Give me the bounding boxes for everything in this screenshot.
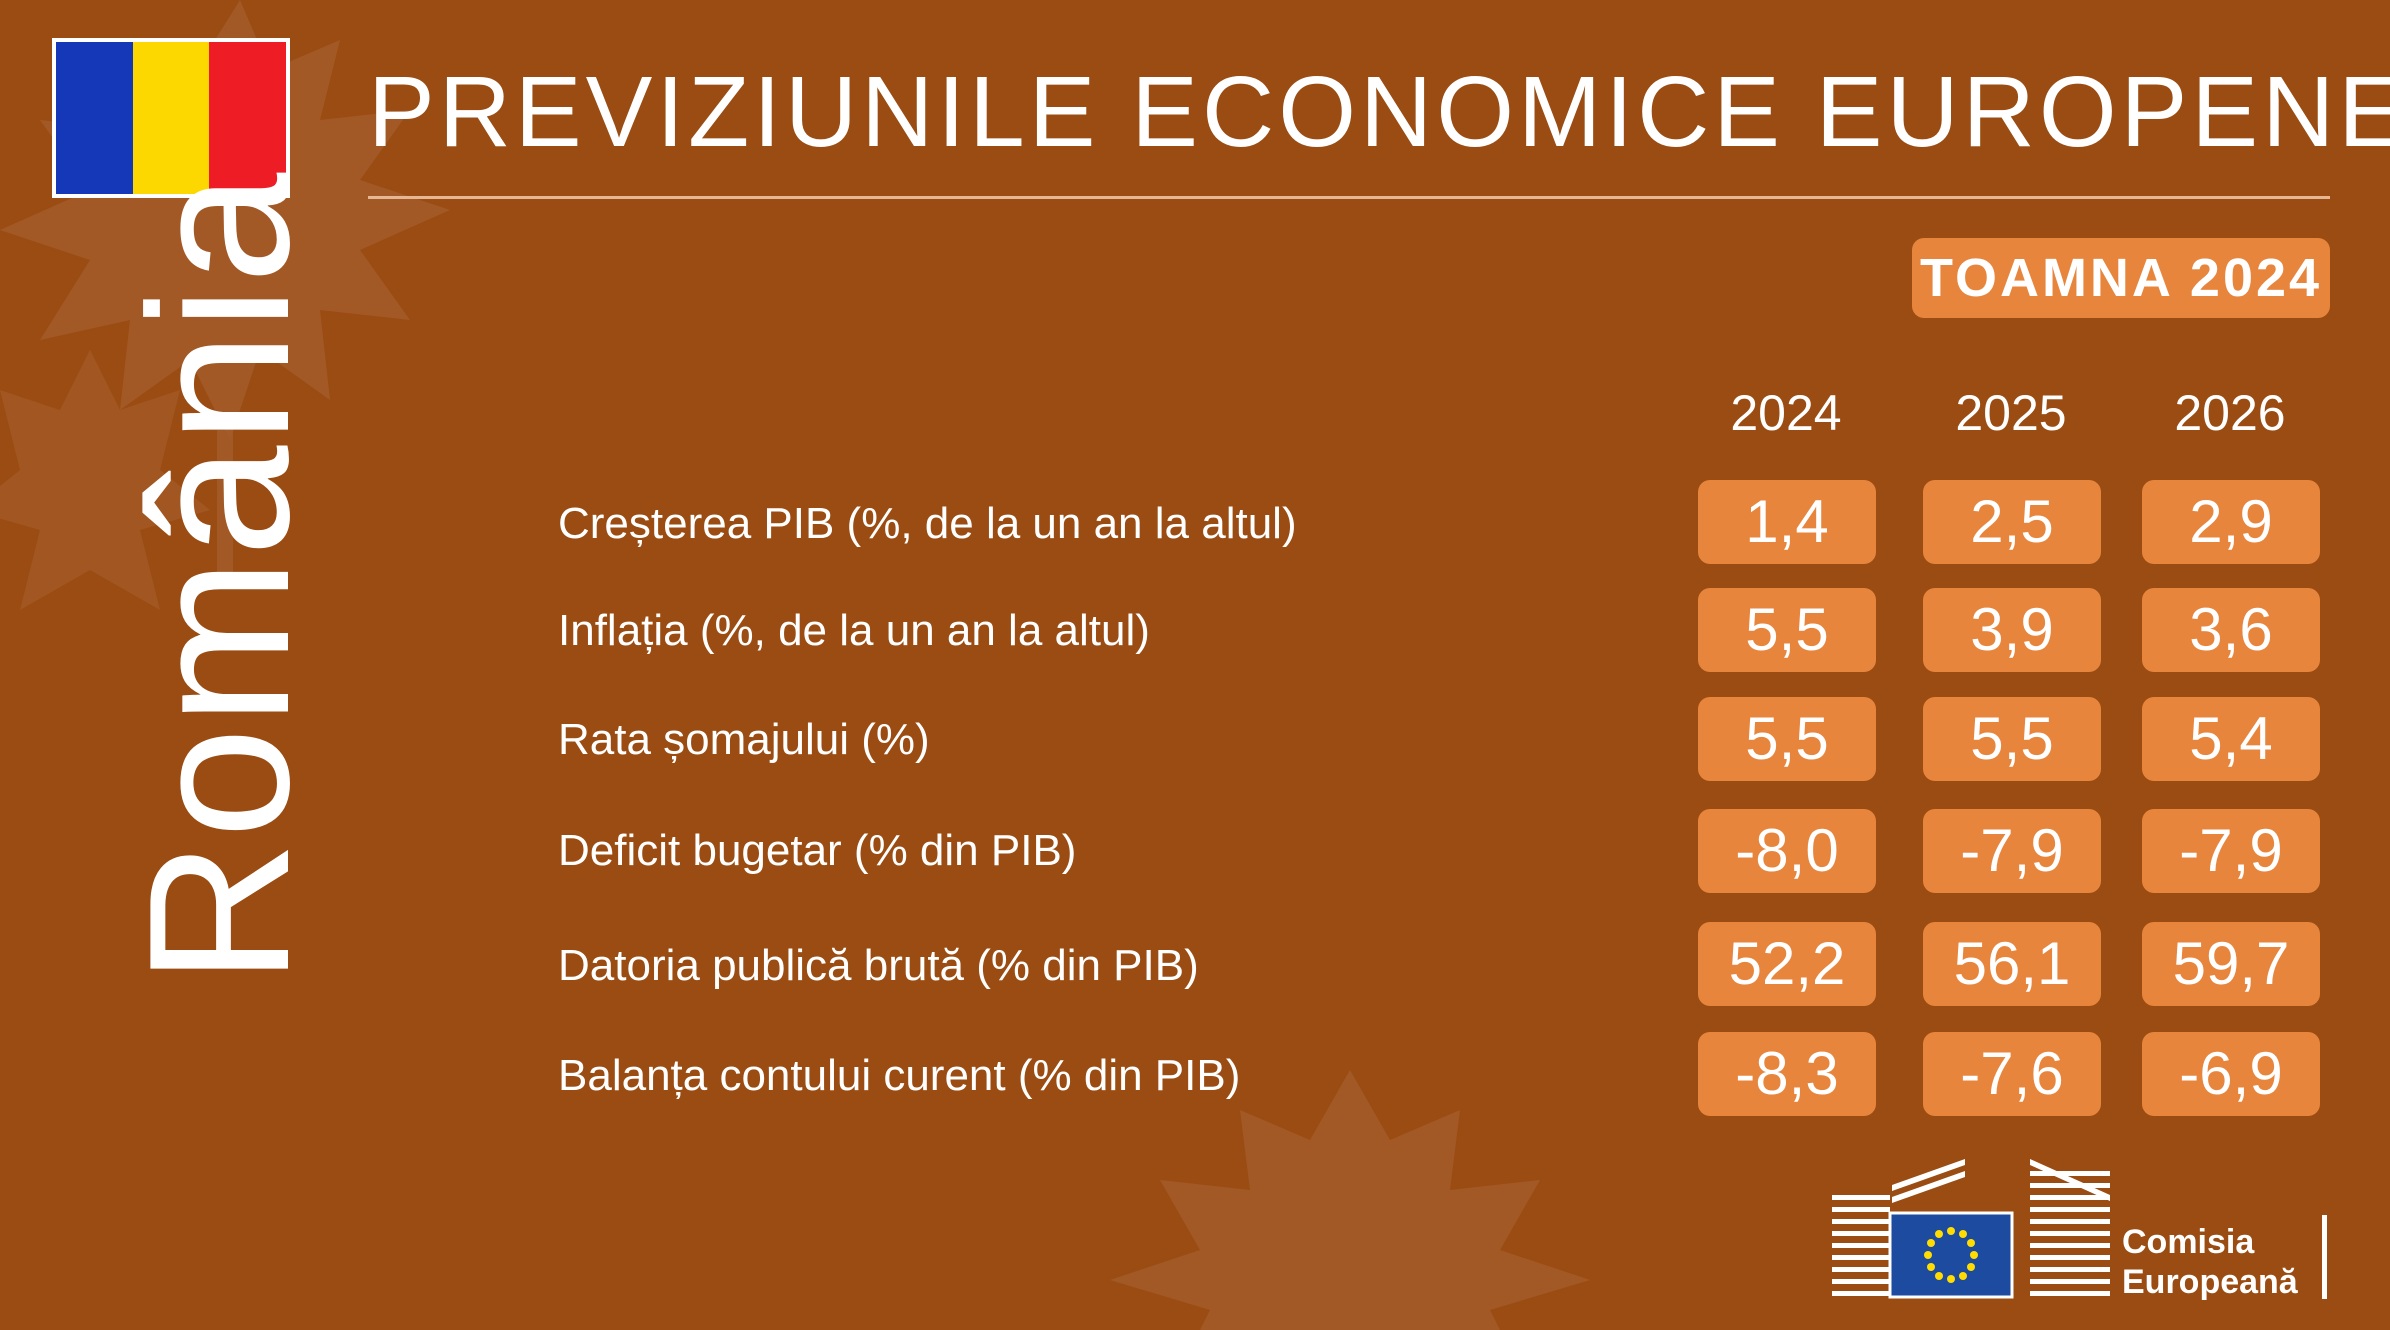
row-label-current-account: Balanța contului curent (% din PIB) xyxy=(558,1051,1241,1100)
value-cell: 52,2 xyxy=(1698,922,1876,1006)
european-commission-building-icon xyxy=(1832,1159,2110,1299)
logo-text-line2: Europeană xyxy=(2122,1263,2298,1301)
row-label-gdp-growth: Creșterea PIB (%, de la un an la altul) xyxy=(558,499,1297,548)
row-label-unemployment: Rata șomajului (%) xyxy=(558,715,930,764)
title-divider xyxy=(368,196,2330,199)
value-cell: 2,5 xyxy=(1923,480,2101,564)
value-cell: 5,5 xyxy=(1923,697,2101,781)
country-name: România xyxy=(108,170,331,985)
page-title: PREVIZIUNILE ECONOMICE EUROPENE xyxy=(368,56,2390,168)
row-label-inflation: Inflația (%, de la un an la altul) xyxy=(558,606,1150,655)
value-cell: 5,4 xyxy=(2142,697,2320,781)
leaf-decoration-icon xyxy=(1110,1070,1590,1330)
value-cell: -7,9 xyxy=(2142,809,2320,893)
romania-flag xyxy=(52,38,290,198)
value-cell: 56,1 xyxy=(1923,922,2101,1006)
value-cell: 1,4 xyxy=(1698,480,1876,564)
year-header: 2024 xyxy=(1730,385,1842,441)
year-header: 2025 xyxy=(1955,385,2067,441)
value-cell: -8,0 xyxy=(1698,809,1876,893)
value-cell: -7,9 xyxy=(1923,809,2101,893)
value-cell: 3,9 xyxy=(1923,588,2101,672)
flag-stripe-blue xyxy=(56,42,133,194)
value-cell: 5,5 xyxy=(1698,697,1876,781)
value-cell: -7,6 xyxy=(1923,1032,2101,1116)
value-cell: -6,9 xyxy=(2142,1032,2320,1116)
row-label-budget-deficit: Deficit bugetar (% din PIB) xyxy=(558,826,1077,875)
value-cell: 59,7 xyxy=(2142,922,2320,1006)
logo-text-line1: Comisia xyxy=(2122,1223,2255,1261)
value-cell: 3,6 xyxy=(2142,588,2320,672)
value-cell: -8,3 xyxy=(1698,1032,1876,1116)
logo-divider xyxy=(2322,1215,2327,1299)
year-header: 2026 xyxy=(2174,385,2286,441)
leaf-decoration-icon xyxy=(0,0,450,580)
leaf-decoration-icon xyxy=(0,350,210,610)
flag-stripe-red xyxy=(209,42,287,194)
row-label-public-debt: Datoria publică brută (% din PIB) xyxy=(558,941,1199,990)
season-badge: TOAMNA 2024 xyxy=(1912,238,2330,318)
value-cell: 2,9 xyxy=(2142,480,2320,564)
value-cell: 5,5 xyxy=(1698,588,1876,672)
european-commission-logo: Comisia Europeană xyxy=(1830,1155,2340,1303)
flag-stripe-yellow xyxy=(132,42,210,194)
